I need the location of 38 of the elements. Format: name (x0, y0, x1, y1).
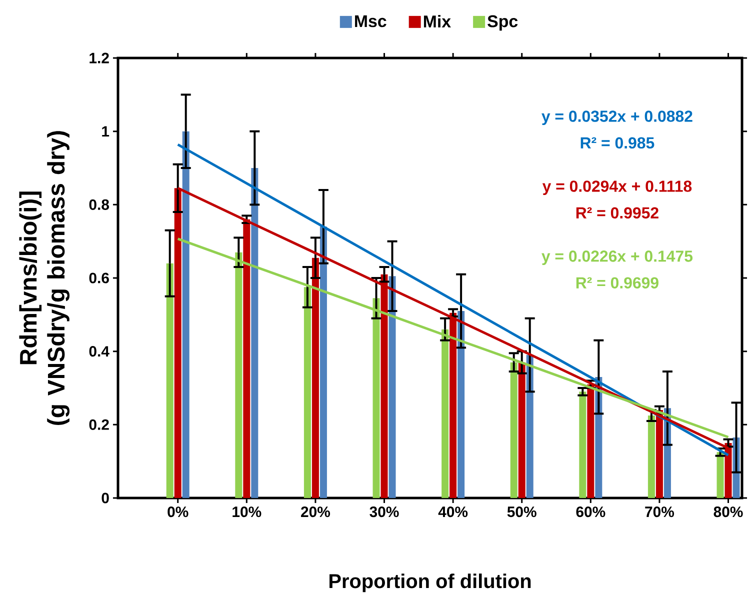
bar (579, 392, 586, 498)
bar (458, 311, 465, 498)
annotation: y = 0.0226x + 0.1475 (542, 250, 693, 265)
legend-label: Msc (355, 15, 386, 28)
annotation: R² = 0.985 (580, 137, 654, 149)
y-tick-label: 1.2 (90, 52, 109, 64)
x-tick-label: 40% (438, 506, 468, 518)
y-tick-label: 0.6 (89, 272, 109, 284)
legend-label: Spc (488, 15, 518, 31)
y-tick-label: 0 (102, 492, 109, 504)
bar (312, 258, 319, 498)
x-tick-label: 10% (232, 506, 262, 518)
x-tick-label: 20% (301, 506, 330, 518)
y-tick-label: 0.2 (89, 419, 109, 430)
bar (648, 416, 655, 498)
x-tick-label: 30% (370, 506, 399, 518)
bar (182, 131, 190, 498)
y-tick-label: 0.4 (89, 346, 110, 357)
bar (716, 452, 724, 498)
annotation: R² = 0.9952 (576, 207, 658, 219)
y-tick-label: 0.8 (89, 199, 110, 210)
x-axis-title: Proportion of dilution (330, 574, 531, 592)
x-tick-label: 70% (645, 506, 674, 518)
x-tick-label: 50% (507, 506, 536, 518)
bar (251, 168, 258, 498)
annotation: y = 0.0352x + 0.0882 (542, 110, 692, 126)
bar (526, 355, 534, 498)
annotation: y = 0.0294x + 0.1118 (542, 180, 692, 196)
x-tick-label: 80% (714, 506, 743, 518)
bar (388, 276, 396, 498)
x-tick-label: 60% (576, 506, 606, 518)
bar (518, 362, 526, 498)
annotation: R² = 0.9699 (576, 277, 658, 288)
bar (166, 263, 174, 498)
legend-label: Mix (424, 15, 451, 28)
y-axis-title: Rdm[vns/bio(i)] (g VNSdry/g biomass dry) (19, 131, 70, 425)
x-tick-label: 0% (168, 506, 188, 518)
y-tick-label: 1 (102, 126, 110, 136)
